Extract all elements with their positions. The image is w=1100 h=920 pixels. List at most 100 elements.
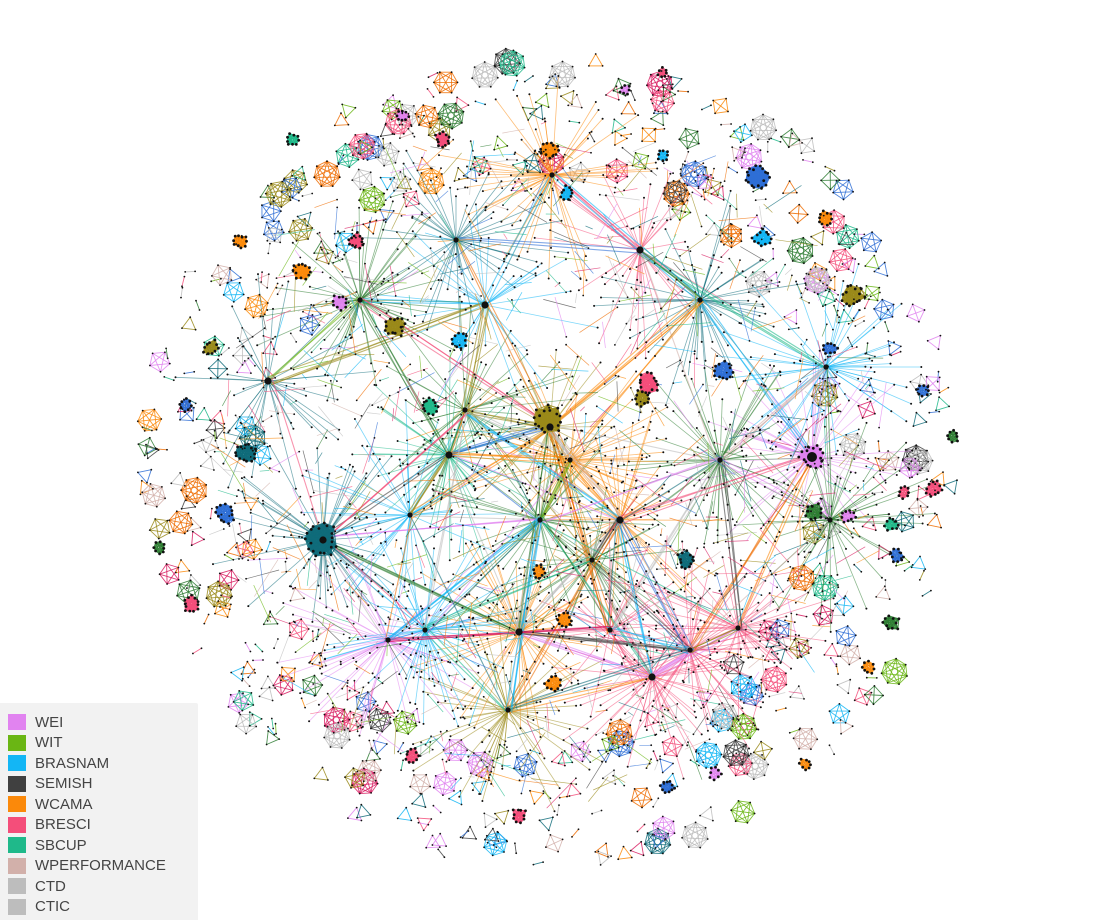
graph-edge xyxy=(704,182,722,193)
graph-edge xyxy=(334,112,342,126)
graph-edge xyxy=(694,700,702,709)
graph-edge xyxy=(799,727,812,730)
graph-edge xyxy=(872,491,883,494)
graph-edge xyxy=(196,407,205,420)
graph-edge xyxy=(418,822,429,826)
graph-edge xyxy=(262,341,272,354)
graph-edge xyxy=(356,807,362,821)
graph-edge xyxy=(441,173,445,186)
graph-edge xyxy=(752,119,777,131)
graph-edge xyxy=(312,631,314,642)
graph-edge xyxy=(431,168,445,186)
graph-edge xyxy=(293,385,326,389)
graph-edge xyxy=(798,686,805,700)
graph-edge xyxy=(241,327,253,338)
graph-edge xyxy=(227,282,244,295)
graph-edge xyxy=(837,679,851,686)
graph-edge xyxy=(777,618,790,625)
graph-edge xyxy=(470,760,494,774)
graph-edge xyxy=(291,677,294,691)
graph-edge xyxy=(290,587,296,601)
graph-edge xyxy=(788,212,799,224)
graph-edge xyxy=(442,779,457,796)
graph-edge xyxy=(351,169,360,181)
graph-edge xyxy=(715,111,729,114)
graph-edge xyxy=(802,527,805,540)
graph-edge xyxy=(715,744,718,765)
graph-edge xyxy=(735,143,752,159)
graph-edge xyxy=(453,779,457,791)
graph-edge xyxy=(789,204,800,214)
graph-edge xyxy=(847,625,857,636)
graph-edge xyxy=(652,823,666,841)
graph-edge xyxy=(546,93,550,108)
graph-edge xyxy=(787,250,794,262)
graph-edge xyxy=(651,844,671,854)
graph-edge xyxy=(238,528,252,535)
graph-edge xyxy=(887,340,891,355)
graph-edge xyxy=(765,634,773,648)
graph-edge xyxy=(803,564,806,591)
graph-edge xyxy=(460,750,468,761)
graph-edge xyxy=(541,361,560,382)
graph-edge xyxy=(137,469,152,473)
graph-edge xyxy=(372,220,377,234)
graph-edge xyxy=(137,472,148,483)
graph-edge xyxy=(181,327,196,331)
graph-edge xyxy=(792,568,795,589)
graph-edge xyxy=(314,777,328,781)
graph-edge xyxy=(227,277,241,284)
graph-edge xyxy=(302,311,326,324)
graph-edge xyxy=(844,248,854,259)
graph-edge xyxy=(437,113,442,125)
graph-edge xyxy=(277,285,283,295)
graph-edge xyxy=(698,178,707,187)
graph-edge xyxy=(916,412,927,423)
graph-edge xyxy=(614,775,625,786)
graph-edge xyxy=(229,268,241,279)
graph-edge xyxy=(267,240,281,243)
graph-edge xyxy=(662,833,669,854)
graph-edge xyxy=(507,709,555,812)
graph-edge xyxy=(266,738,280,745)
graph-edge xyxy=(239,714,257,727)
graph-edge xyxy=(523,160,541,173)
graph-edge xyxy=(634,787,647,790)
graph-edge xyxy=(750,143,761,151)
graph-edge xyxy=(673,736,678,757)
graph-edge xyxy=(839,655,850,665)
graph-edge xyxy=(556,805,560,815)
graph-edge xyxy=(477,472,541,521)
graph-edge xyxy=(219,569,232,586)
graph-edge xyxy=(267,676,276,689)
graph-edge xyxy=(431,168,443,175)
graph-edge xyxy=(755,198,766,201)
graph-edge xyxy=(936,514,942,528)
graph-edge xyxy=(912,412,917,427)
graph-edge xyxy=(444,454,522,635)
graph-edge xyxy=(701,104,712,110)
graph-edge xyxy=(493,136,498,150)
graph-edge xyxy=(689,384,704,405)
graph-edges xyxy=(137,48,958,866)
graph-edge xyxy=(752,119,759,140)
graph-edge xyxy=(457,167,469,179)
graph-edge xyxy=(777,619,789,637)
graph-edge xyxy=(444,103,464,113)
graph-edge xyxy=(865,353,876,357)
graph-edge xyxy=(324,709,345,715)
graph-edge xyxy=(787,250,805,264)
graph-edge xyxy=(792,244,813,262)
graph-edge xyxy=(266,541,271,552)
graph-edge xyxy=(263,234,275,242)
graph-edge xyxy=(844,644,861,659)
graph-edge xyxy=(757,129,777,141)
graph-edge xyxy=(191,538,205,546)
graph-edge xyxy=(787,244,813,252)
graph-edge xyxy=(833,248,846,252)
graph-edge xyxy=(301,373,307,380)
graph-edge xyxy=(247,358,256,367)
graph-edge xyxy=(662,816,675,834)
graph-edge xyxy=(191,531,194,546)
graph-edge xyxy=(358,169,371,173)
